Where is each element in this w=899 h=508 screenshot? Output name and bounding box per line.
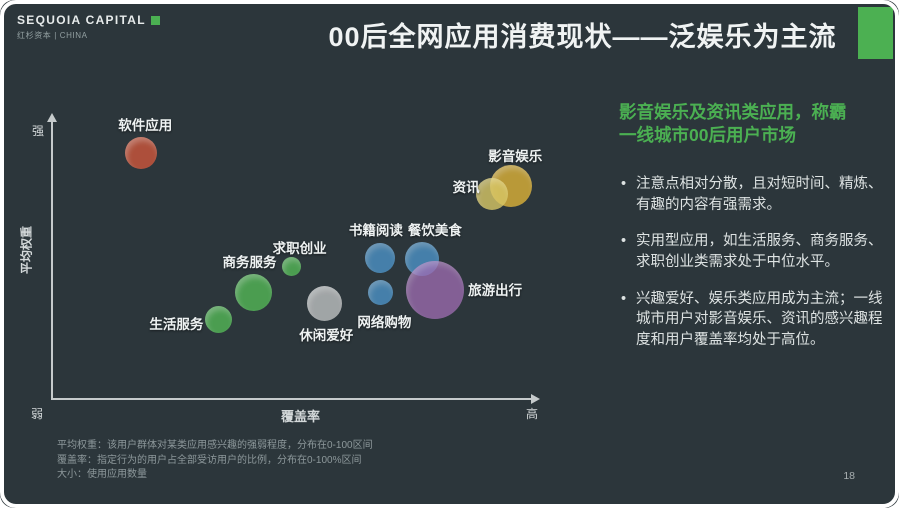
chart-bubble-label-求职创业: 求职创业 [272, 241, 327, 257]
chart-bubble-旅游出行 [406, 260, 465, 319]
chart-bubble-软件应用 [125, 136, 158, 169]
chart-bubble-label-休闲爱好: 休闲爱好 [299, 327, 354, 343]
sequoia-logo: SEQUOIA CAPITAL 红杉资本 | CHINA [17, 13, 160, 41]
bullet-item: 实用型应用，如生活服务、商务服务、求职创业类需求处于中位水平。 [619, 231, 883, 272]
chart-bubble-商务服务 [235, 274, 273, 312]
chart-bubble-休闲爱好 [306, 286, 342, 322]
bullet-item: 注意点相对分散，且对短时间、精炼、有趣的内容有强需求。 [619, 174, 883, 215]
y-axis-high-label: 强 [32, 124, 45, 138]
chart-bubble-label-网络购物: 网络购物 [357, 314, 412, 330]
y-axis-title: 平均权重 [19, 225, 34, 275]
chart-bubble-label-旅游出行: 旅游出行 [468, 282, 523, 298]
x-axis-line [51, 398, 532, 400]
sequoia-tree-icon [150, 15, 160, 25]
panel-heading: 影音娱乐及资讯类应用，称霸 一线城市00后用户市场 [619, 102, 847, 146]
chart-bubble-网络购物 [367, 280, 393, 306]
chart-bubble-label-书籍阅读: 书籍阅读 [348, 223, 403, 239]
chart-bubble-资讯 [476, 177, 509, 210]
panel-bullet-list: 注意点相对分散，且对短时间、精炼、有趣的内容有强需求。 实用型应用，如生活服务、… [619, 174, 883, 350]
footnote-line: 大小：使用应用数量 [57, 469, 147, 480]
corner-accent-square [858, 7, 893, 59]
chart-bubble-label-商务服务: 商务服务 [222, 254, 277, 270]
chart-bubble-生活服务 [204, 306, 232, 334]
chart-bubble-label-影音娱乐: 影音娱乐 [488, 148, 543, 164]
x-axis-arrow-icon [531, 394, 540, 404]
chart-bubble-求职创业 [282, 256, 302, 276]
slide-title: 00后全网应用消费现状——泛娱乐为主流 [328, 22, 837, 52]
chart-bubble-label-资讯: 资讯 [452, 179, 480, 195]
chart-bubble-书籍阅读 [364, 243, 395, 274]
footnote-line: 平均权重：该用户群体对某类应用感兴趣的强弱程度，分布在0-100区间 [57, 440, 373, 451]
chart-bubble-label-软件应用: 软件应用 [118, 117, 173, 133]
y-axis-low-label: 弱 [31, 407, 44, 421]
footnote-line: 覆盖率：指定行为的用户占全部受访用户的比例，分布在0-100%区间 [57, 454, 362, 466]
insights-panel: 影音娱乐及资讯类应用，称霸 一线城市00后用户市场 注意点相对分散，且对短时间、… [619, 101, 883, 366]
page-number: 18 [843, 470, 855, 482]
footnotes: 平均权重：该用户群体对某类应用感兴趣的强弱程度，分布在0-100区间 覆盖率：指… [57, 439, 373, 483]
chart-bubble-label-餐饮美食: 餐饮美食 [407, 222, 462, 238]
chart-bubble-label-生活服务: 生活服务 [149, 316, 204, 332]
bullet-item: 兴趣爱好、娱乐类应用成为主流；一线城市用户对影音娱乐、资讯的感兴趣程度和用户覆盖… [619, 289, 883, 351]
x-axis-title: 覆盖率 [281, 409, 321, 424]
y-axis-arrow-icon [47, 113, 57, 122]
x-axis-high-label: 高 [526, 407, 539, 421]
logo-subtitle: 红杉资本 | CHINA [17, 31, 88, 40]
y-axis-line [51, 122, 53, 399]
logo-brand-text: SEQUOIA CAPITAL [17, 13, 146, 27]
